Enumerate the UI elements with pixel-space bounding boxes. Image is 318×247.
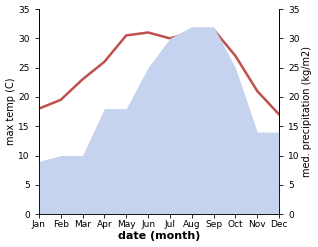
X-axis label: date (month): date (month)	[118, 231, 200, 242]
Y-axis label: max temp (C): max temp (C)	[5, 78, 16, 145]
Y-axis label: med. precipitation (kg/m2): med. precipitation (kg/m2)	[302, 46, 313, 177]
